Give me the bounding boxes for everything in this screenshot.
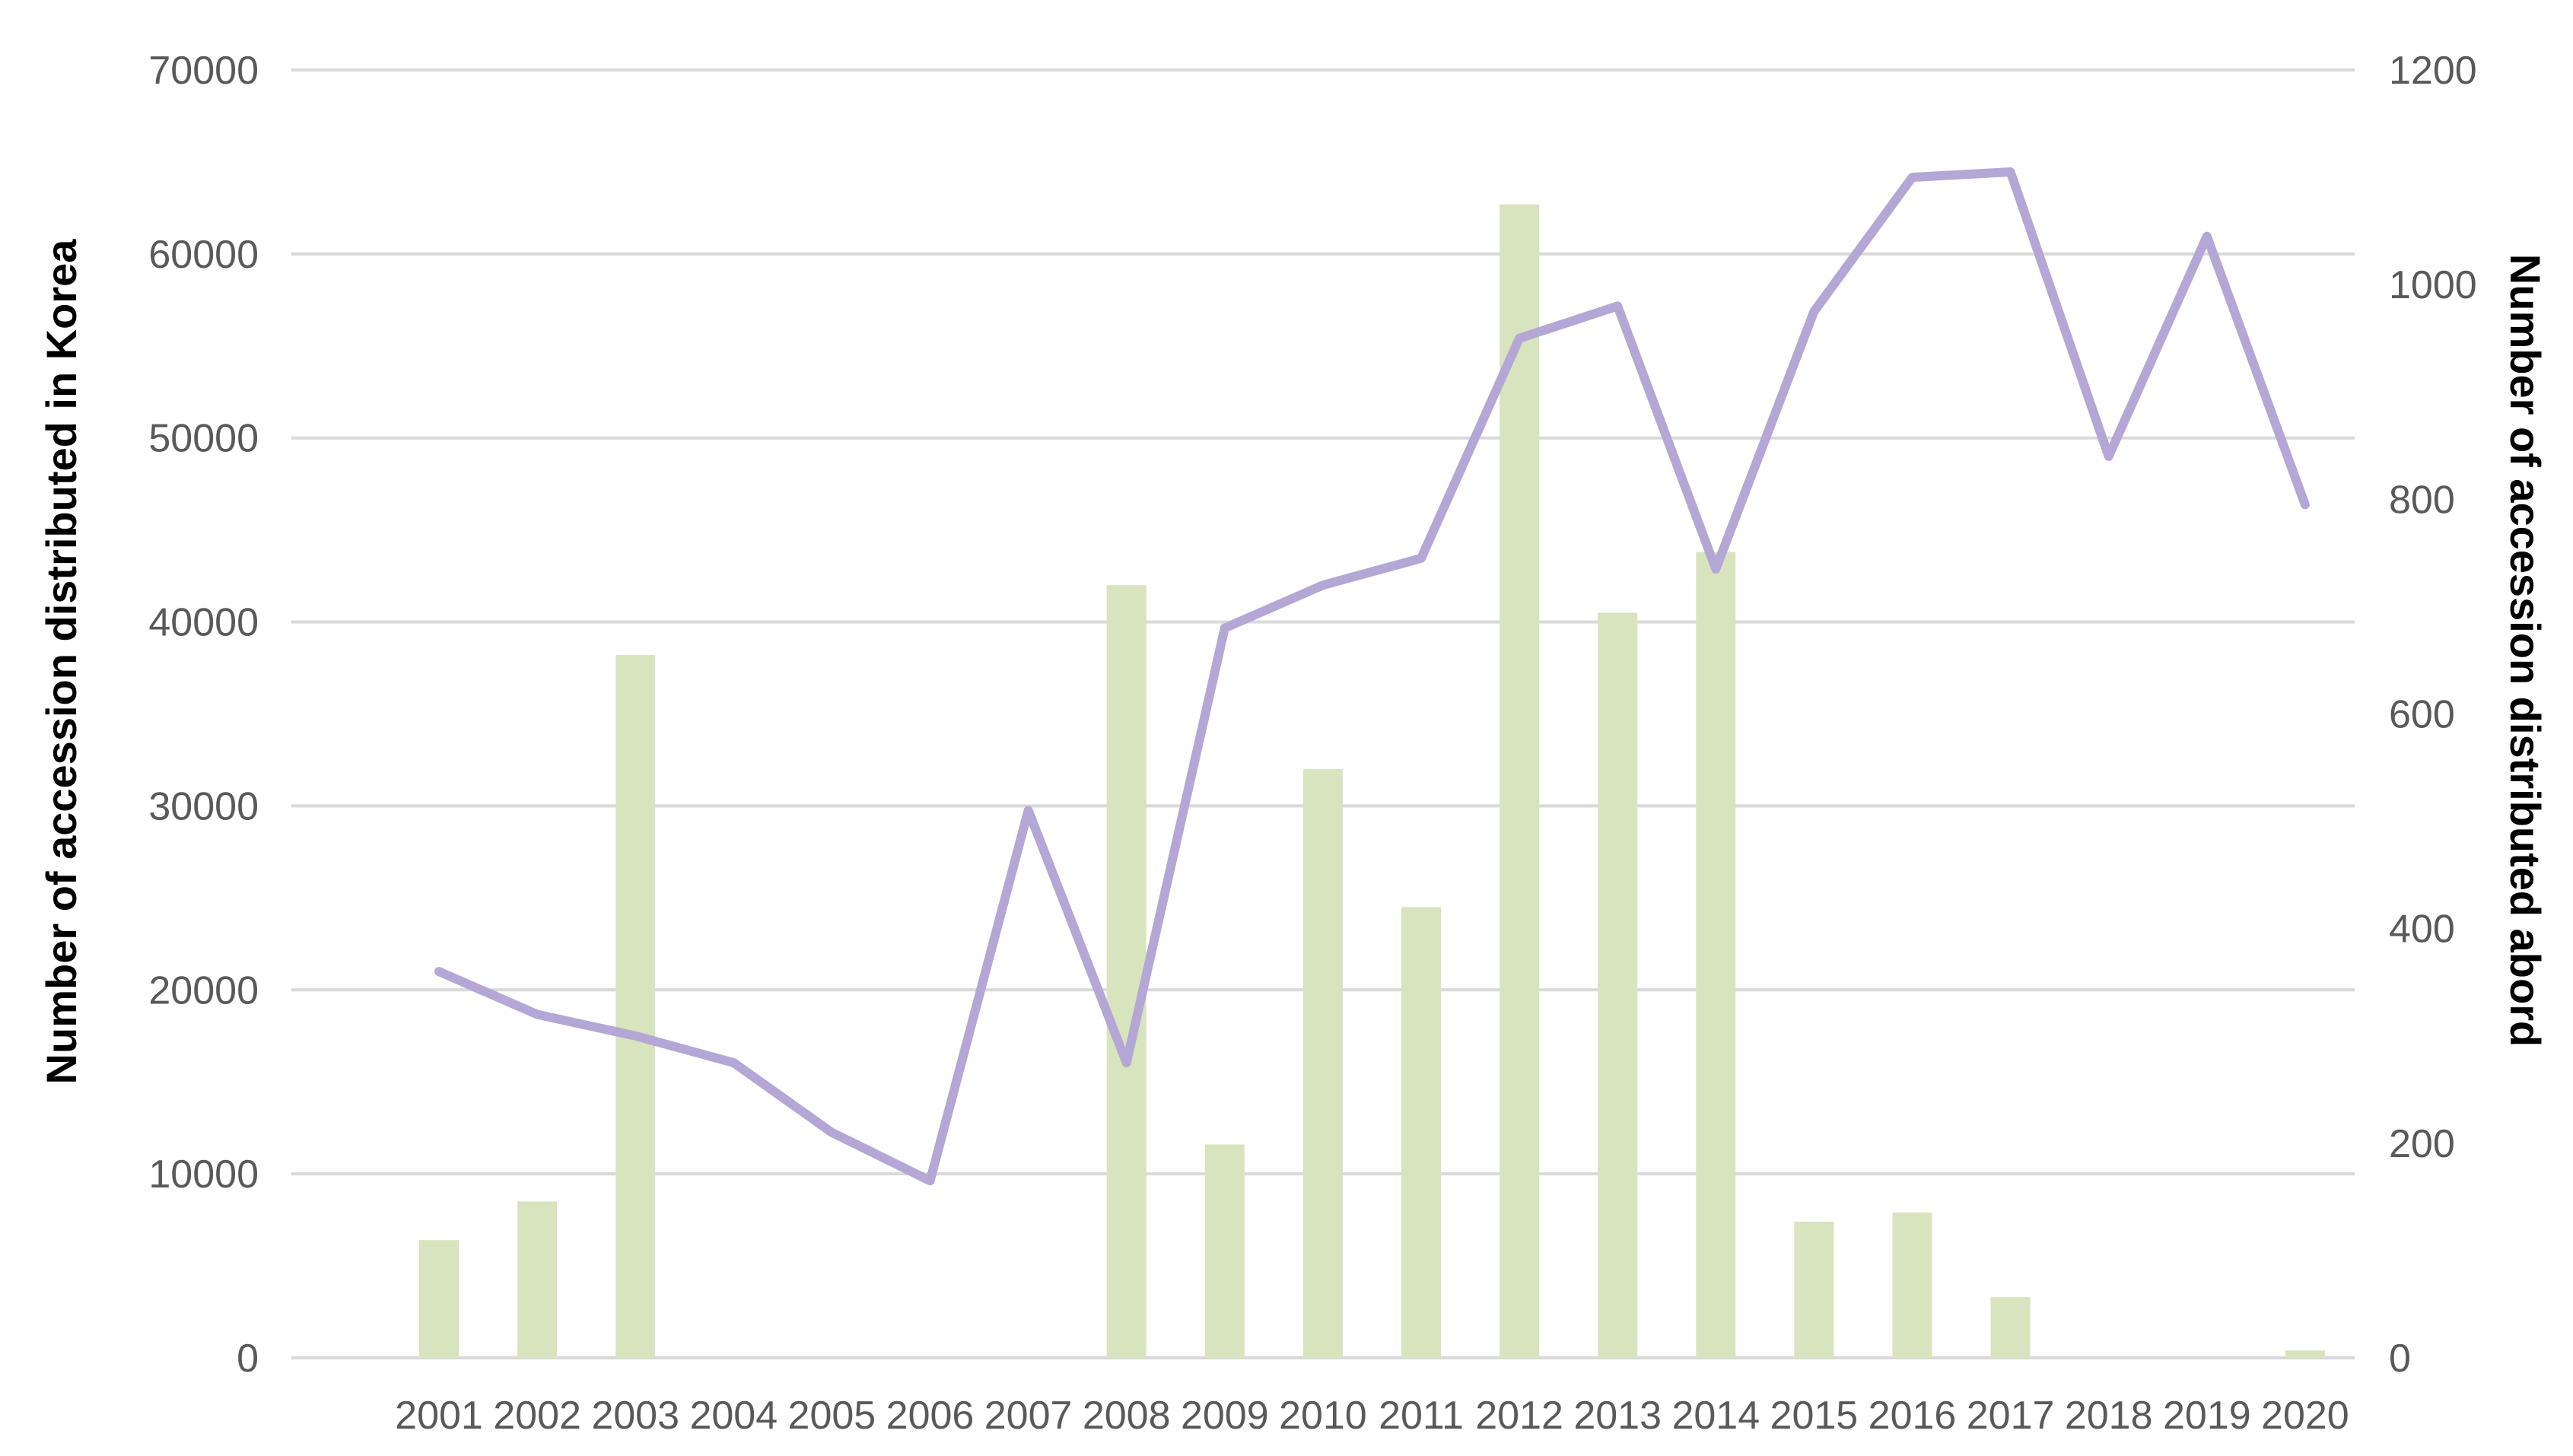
x-tick-label: 2015 [1770, 1394, 1859, 1438]
x-tick-label: 2004 [689, 1394, 778, 1438]
right-tick-label: 0 [2389, 1337, 2411, 1381]
left-tick-label: 50000 [148, 417, 259, 461]
line-point [831, 1132, 832, 1133]
left-tick-label: 30000 [148, 784, 259, 828]
x-tick-label: 2016 [1869, 1394, 1957, 1438]
line-point [733, 1062, 734, 1063]
bar [1696, 552, 1736, 1358]
x-tick-label: 2005 [788, 1394, 876, 1438]
right-tick-label: 600 [2389, 693, 2455, 737]
bar [517, 1201, 558, 1358]
line-point [1420, 558, 1422, 559]
x-tick-label: 2003 [591, 1394, 679, 1438]
bar [1892, 1212, 1932, 1358]
right-tick-label: 400 [2389, 908, 2455, 952]
left-axis-ticks: 0 10000 20000 30000 40000 50000 60000 70000 [148, 49, 259, 1381]
x-tick-label: 2006 [886, 1394, 975, 1438]
line-point [2206, 236, 2208, 237]
right-tick-label: 200 [2389, 1122, 2455, 1166]
x-tick-label: 2020 [2261, 1394, 2349, 1438]
right-tick-label: 800 [2389, 478, 2455, 522]
x-tick-label: 2009 [1181, 1394, 1269, 1438]
x-tick-label: 2017 [1967, 1394, 2055, 1438]
bar-series [419, 204, 2325, 1359]
x-tick-label: 2010 [1279, 1394, 1367, 1438]
line-point [635, 1035, 636, 1037]
line-point [1028, 809, 1029, 811]
bar [1106, 585, 1147, 1358]
line-point [438, 971, 440, 972]
bar [1401, 907, 1441, 1358]
line-series [434, 167, 2310, 1186]
bar [1990, 1297, 2031, 1358]
x-tick-label: 2012 [1475, 1394, 1563, 1438]
line-path [434, 167, 2310, 1186]
left-tick-label: 70000 [148, 49, 259, 93]
x-tick-label: 2013 [1573, 1394, 1662, 1438]
line-point [1519, 338, 1520, 339]
x-tick-label: 2008 [1083, 1394, 1171, 1438]
x-tick-label: 2002 [493, 1394, 581, 1438]
line-point [930, 1180, 931, 1181]
line-point [1813, 310, 1814, 312]
right-tick-label: 1000 [2389, 263, 2477, 307]
left-axis-title: Number of accession distributed in Korea [37, 239, 85, 1085]
x-tick-label: 2001 [395, 1394, 483, 1438]
right-axis-title: Number of accession distributed abord [2501, 254, 2549, 1047]
x-tick-label: 2011 [1379, 1394, 1464, 1438]
line-point [1617, 305, 1618, 307]
x-tick-label: 2018 [2065, 1394, 2153, 1438]
bar [1302, 769, 1343, 1358]
line-point [2108, 456, 2110, 457]
left-tick-label: 10000 [148, 1152, 259, 1197]
x-tick-label: 2019 [2163, 1394, 2251, 1438]
x-tick-label: 2007 [984, 1394, 1073, 1438]
line-point [2010, 171, 2012, 173]
bar [2285, 1350, 2325, 1358]
x-tick-label: 2014 [1671, 1394, 1760, 1438]
line-point [536, 1014, 538, 1016]
bar [1500, 204, 1540, 1359]
bar [419, 1240, 459, 1358]
right-tick-label: 1200 [2389, 49, 2477, 93]
left-tick-label: 60000 [148, 233, 259, 277]
left-tick-label: 40000 [148, 601, 259, 645]
line-point [1224, 628, 1226, 629]
left-tick-label: 0 [237, 1337, 259, 1381]
line-point [1322, 584, 1324, 586]
left-tick-label: 20000 [148, 968, 259, 1013]
line-point [1126, 1062, 1127, 1063]
line-point [1912, 176, 1913, 178]
x-axis-ticks: 2001 2002 2003 2004 2005 2006 2007 2008 2009 2010… [395, 1394, 2349, 1438]
bar [615, 655, 656, 1358]
line-point [1715, 568, 1716, 570]
bar [1794, 1222, 1834, 1358]
line-point [2304, 504, 2306, 505]
bar [1598, 612, 1638, 1358]
bar [1204, 1144, 1245, 1358]
right-axis-ticks: 0 200 400 600 800 1000 1200 [2389, 49, 2477, 1381]
